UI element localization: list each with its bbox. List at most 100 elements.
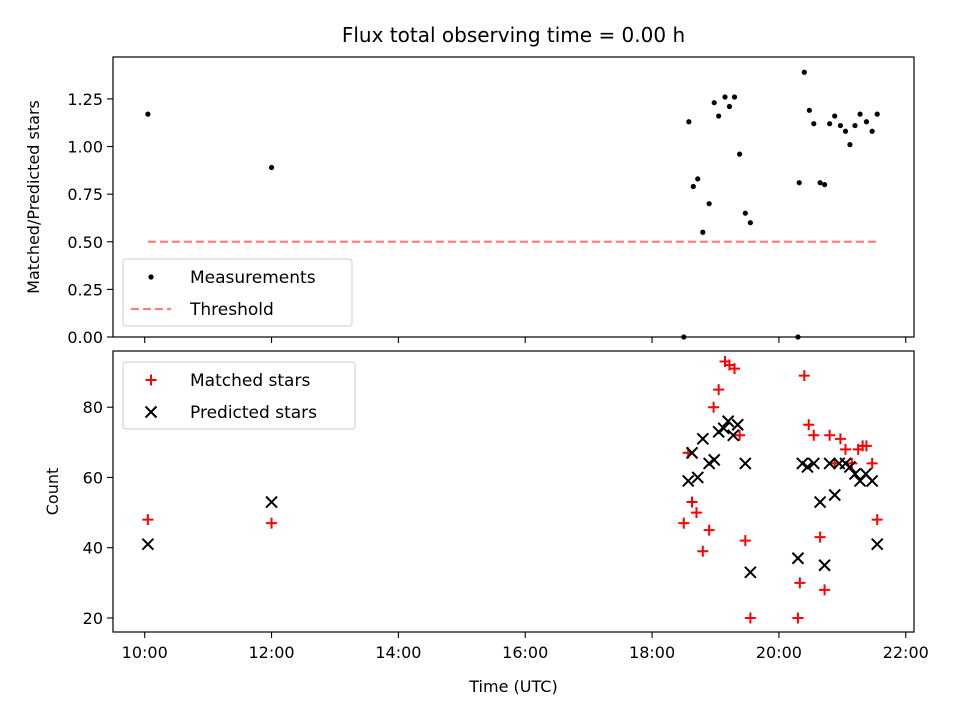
x-tick-label: 12:00	[248, 643, 294, 662]
y-tick-label: 0.50	[67, 233, 103, 252]
data-point	[811, 121, 817, 127]
data-point	[706, 201, 712, 207]
data-point	[857, 111, 863, 117]
top-panel: 0.00 0.25 0.50 0.75 1.00 1.25 Matched/Predicte…	[24, 56, 915, 347]
data-point	[834, 433, 846, 445]
data-point	[795, 334, 801, 340]
x-tick-label: 22:00	[883, 643, 929, 662]
y-tick-label: 0.75	[67, 185, 103, 204]
y-axis-label: Matched/Predicted stars	[24, 100, 43, 294]
series-predicted-stars	[141, 415, 884, 579]
x-axis-label: Time (UTC)	[468, 677, 557, 696]
data-point	[828, 488, 841, 502]
y-tick-label: 80	[83, 398, 103, 417]
data-point	[697, 545, 709, 557]
x-tick-label: 16:00	[502, 643, 548, 662]
data-point	[819, 584, 831, 596]
data-point	[678, 517, 690, 529]
data-point	[803, 419, 815, 431]
data-point	[145, 111, 151, 117]
data-point	[866, 457, 878, 469]
data-point	[703, 524, 715, 536]
legend-marker	[148, 274, 154, 280]
data-point	[852, 122, 858, 129]
data-point	[871, 514, 883, 526]
data-point	[814, 531, 826, 543]
data-point	[729, 363, 741, 375]
legend-box	[122, 361, 356, 430]
data-point	[268, 164, 275, 171]
data-point	[708, 401, 720, 413]
data-point	[717, 422, 730, 435]
data-point	[840, 443, 852, 455]
data-point	[843, 460, 857, 474]
data-point	[686, 119, 692, 125]
x-tick-label: 18:00	[629, 643, 675, 662]
data-point	[846, 457, 858, 469]
data-point	[686, 496, 698, 508]
data-point	[744, 566, 757, 579]
legend-marker	[145, 374, 157, 386]
chart-title: Flux total observing time = 0.00 h	[342, 23, 685, 47]
data-point	[808, 429, 820, 441]
data-point	[801, 69, 807, 75]
data-point	[823, 457, 836, 470]
data-point	[807, 457, 821, 470]
data-point	[847, 142, 853, 148]
data-point	[818, 559, 831, 572]
data-point	[742, 210, 748, 216]
data-point	[791, 552, 805, 565]
data-point	[874, 111, 880, 117]
data-point	[690, 183, 696, 190]
data-point	[266, 517, 278, 529]
data-point	[832, 113, 838, 119]
data-point	[711, 100, 717, 106]
data-point	[860, 440, 872, 452]
data-point	[869, 128, 875, 134]
data-point	[141, 537, 155, 551]
data-point	[817, 180, 823, 186]
data-point	[142, 514, 154, 526]
legend-box	[122, 258, 353, 327]
axes-frame	[112, 56, 915, 338]
data-point	[721, 415, 735, 428]
y-tick-label: 0.25	[67, 280, 103, 299]
legend: Matched stars Predicted stars	[122, 361, 356, 430]
data-point	[848, 467, 862, 481]
x-tick-label: 10:00	[122, 643, 168, 662]
legend-label: Matched stars	[190, 371, 310, 391]
data-point	[796, 180, 802, 186]
legend: Measurements Threshold	[122, 258, 353, 327]
legend-marker	[144, 405, 158, 419]
x-tick-label: 14:00	[375, 643, 421, 662]
y-tick-label: 60	[83, 468, 103, 487]
data-point	[827, 121, 833, 127]
data-point	[747, 220, 753, 226]
y-tick-label: 0.00	[67, 328, 103, 347]
data-point	[863, 119, 870, 125]
data-point	[734, 429, 746, 441]
data-point	[806, 107, 812, 113]
x-tick-label: 20:00	[756, 643, 802, 662]
series-matched-stars	[142, 356, 883, 624]
y-axis-label: Count	[43, 468, 62, 516]
data-point	[842, 128, 849, 134]
legend-label: Threshold	[189, 300, 274, 320]
data-point	[731, 418, 744, 431]
y-tick-label: 20	[83, 609, 103, 628]
data-point	[736, 151, 743, 157]
data-point	[739, 457, 752, 470]
data-point	[681, 334, 687, 340]
data-point	[813, 495, 827, 509]
data-point	[682, 474, 695, 488]
data-point	[837, 122, 844, 129]
legend-label: Measurements	[190, 268, 316, 288]
data-point	[685, 446, 699, 460]
data-point	[265, 495, 278, 509]
data-point	[801, 460, 814, 474]
y-tick-label: 1.25	[67, 90, 103, 109]
data-point	[821, 182, 828, 188]
data-point	[713, 384, 725, 396]
